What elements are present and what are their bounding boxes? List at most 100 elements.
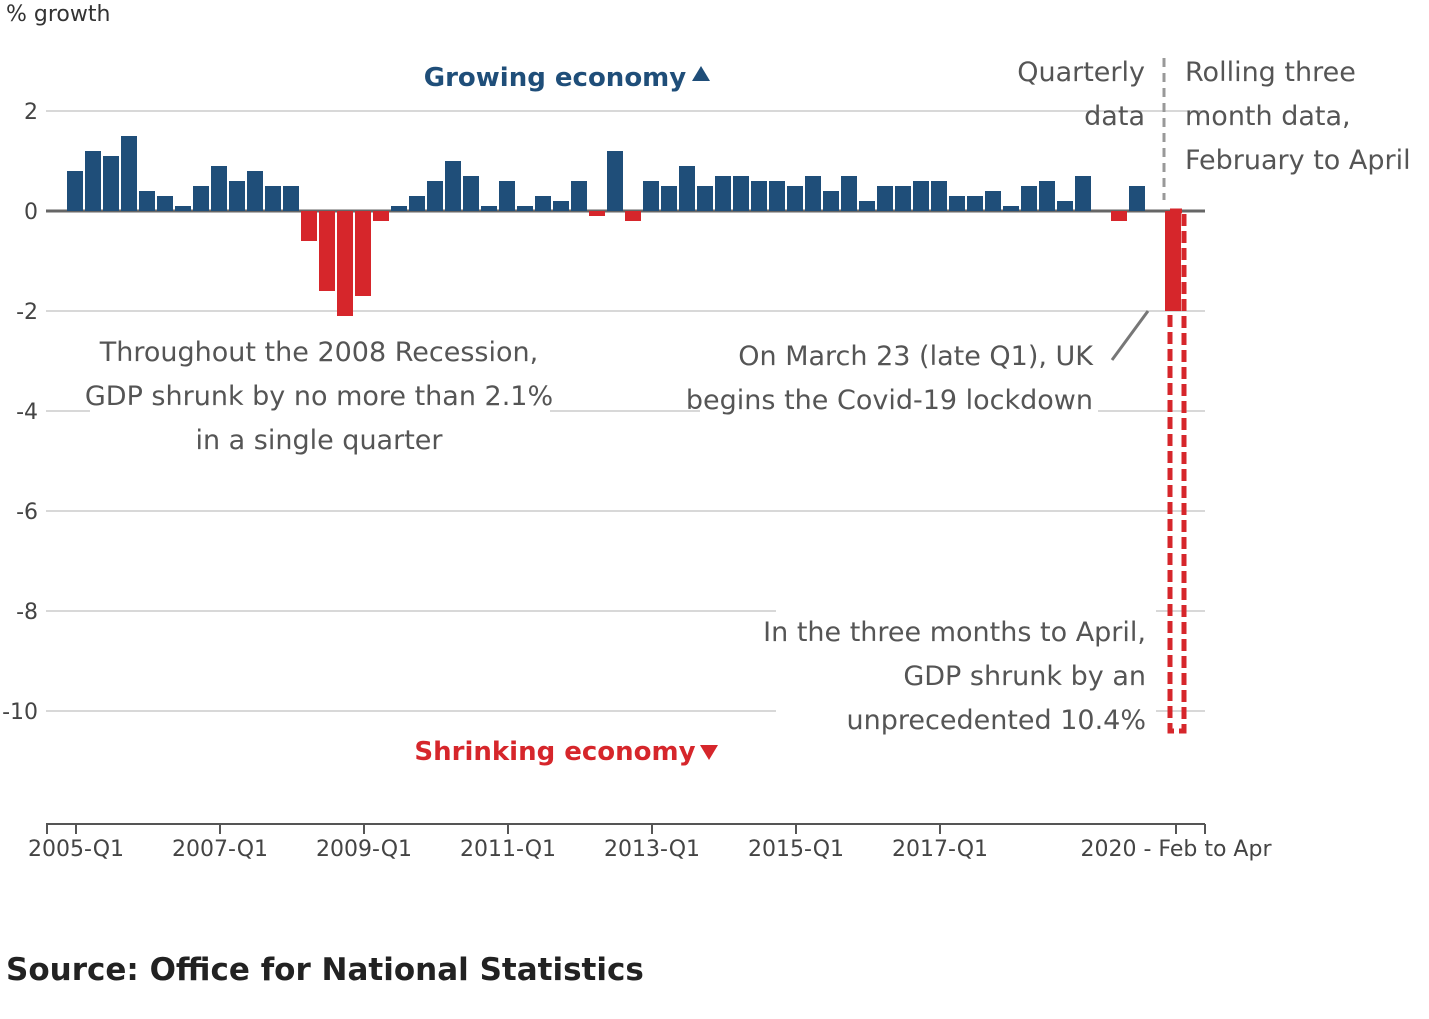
- bar: [157, 196, 173, 211]
- bar: [1075, 176, 1091, 211]
- rolling-data-label: month data,: [1185, 101, 1351, 132]
- bar: [589, 211, 605, 216]
- bar: [913, 181, 929, 211]
- bar: [859, 201, 875, 211]
- bar-rolling-three-month: [1167, 208, 1187, 734]
- recession-note-background: [90, 330, 550, 465]
- bar: [607, 151, 623, 211]
- bar: [841, 176, 857, 211]
- x-axis: 2005-Q1 2007-Q1 2009-Q1 2011-Q1 2013-Q1 2015-…: [28, 823, 1273, 862]
- bar: [265, 186, 281, 211]
- bar: [121, 136, 137, 211]
- y-tick-label: 2: [24, 100, 38, 125]
- quarterly-data-label: data: [1084, 101, 1145, 132]
- bar: [445, 161, 461, 211]
- recession-note: GDP shrunk by no more than 2.1%: [85, 381, 553, 412]
- bar: [391, 206, 407, 211]
- bar: [967, 196, 983, 211]
- bar: [679, 166, 695, 211]
- y-tick-label: -10: [2, 700, 38, 725]
- triangle-up-icon: [692, 66, 710, 81]
- bar: [1057, 201, 1073, 211]
- bar: [625, 211, 641, 221]
- bar: [553, 201, 569, 211]
- bar: [823, 191, 839, 211]
- bar: [1129, 186, 1145, 211]
- bar: [733, 176, 749, 211]
- bar: [571, 181, 587, 211]
- bar: [751, 181, 767, 211]
- bar: [769, 181, 785, 211]
- bar: [211, 166, 227, 211]
- growing-economy-label: Growing economy: [424, 63, 687, 93]
- bar: [301, 211, 317, 241]
- gdp-growth-chart: 2 0 -2 -4 -6 -8 -10 2005-Q1 2007-Q1 2009-Q1 2011-…: [2, 2, 1411, 862]
- bar: [409, 196, 425, 211]
- x-tick-label: 2015-Q1: [748, 837, 844, 862]
- april-note-background: [776, 610, 1156, 740]
- bar: [1021, 186, 1037, 211]
- bar: [787, 186, 803, 211]
- lockdown-leader-line: [1110, 310, 1150, 361]
- bar: [1003, 206, 1019, 211]
- bar: [283, 186, 299, 211]
- recession-note: in a single quarter: [195, 425, 443, 456]
- x-tick-label: 2017-Q1: [892, 837, 988, 862]
- bar: [499, 181, 515, 211]
- x-tick-label: 2020 - Feb to Apr: [1081, 837, 1273, 862]
- x-tick-label: 2009-Q1: [316, 837, 412, 862]
- lockdown-note: On March 23 (late Q1), UK: [738, 341, 1094, 372]
- x-tick-label: 2013-Q1: [604, 837, 700, 862]
- x-tick-label: 2007-Q1: [172, 837, 268, 862]
- bar: [463, 176, 479, 211]
- bar: [877, 186, 893, 211]
- y-tick-label: -4: [16, 400, 38, 425]
- y-axis: 2 0 -2 -4 -6 -8 -10: [2, 100, 38, 725]
- y-tick-label: 0: [24, 200, 38, 225]
- x-tick-label: 2011-Q1: [460, 837, 556, 862]
- shrinking-economy-label: Shrinking economy: [414, 737, 695, 767]
- april-note: GDP shrunk by an: [903, 661, 1146, 692]
- bar: [949, 196, 965, 211]
- april-note: In the three months to April,: [763, 617, 1146, 648]
- bar: [175, 206, 191, 211]
- bar: [427, 181, 443, 211]
- bar: [319, 211, 335, 291]
- bar: [805, 176, 821, 211]
- bar: [85, 151, 101, 211]
- bars: [67, 136, 1187, 734]
- bar: [247, 171, 263, 211]
- lockdown-note-background: [700, 335, 1098, 420]
- bar: [895, 186, 911, 211]
- y-tick-label: -6: [16, 500, 38, 525]
- x-tick-label: 2005-Q1: [28, 837, 124, 862]
- rolling-data-label: February to April: [1185, 145, 1411, 176]
- bar: [67, 171, 83, 211]
- bar: [193, 186, 209, 211]
- bar: [535, 196, 551, 211]
- bar: [715, 176, 731, 211]
- triangle-down-icon: [700, 745, 718, 760]
- y-tick-label: -8: [16, 600, 38, 625]
- bar: [337, 211, 353, 316]
- bar: [1111, 211, 1127, 221]
- annotations: Growing economy Shrinking economy Quarterl…: [85, 57, 1411, 767]
- bar: [355, 211, 371, 296]
- bar: [643, 181, 659, 211]
- bar: [229, 181, 245, 211]
- bar: [697, 186, 713, 211]
- lockdown-note: begins the Covid-19 lockdown: [686, 385, 1093, 416]
- bar: [985, 191, 1001, 211]
- bar: [1039, 181, 1055, 211]
- bar: [931, 181, 947, 211]
- rolling-data-label: Rolling three: [1185, 57, 1356, 88]
- bar: [373, 211, 389, 221]
- bar: [103, 156, 119, 211]
- bar: [481, 206, 497, 211]
- bar: [1165, 211, 1181, 311]
- y-tick-label: -2: [16, 300, 38, 325]
- y-axis-label: % growth: [6, 2, 110, 27]
- bar: [661, 186, 677, 211]
- bar: [517, 206, 533, 211]
- april-note: unprecedented 10.4%: [847, 705, 1147, 736]
